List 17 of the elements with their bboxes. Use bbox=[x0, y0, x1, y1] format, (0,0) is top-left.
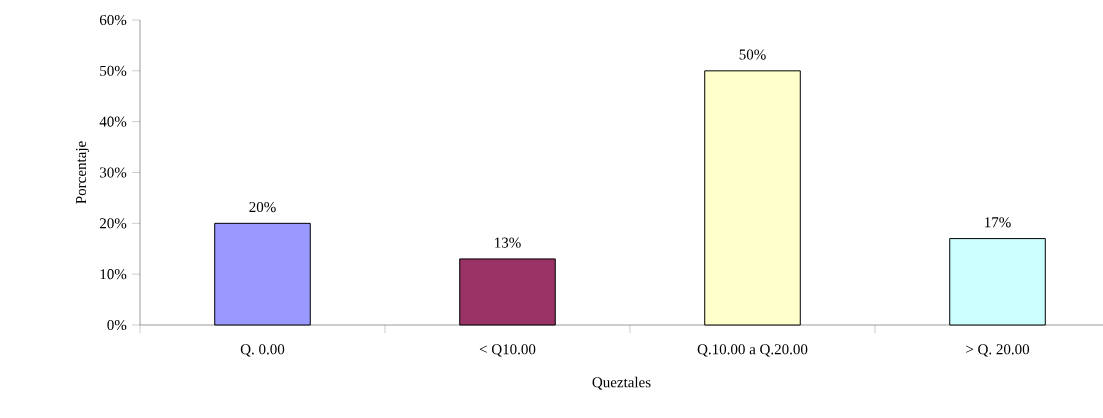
x-tick-label: > Q. 20.00 bbox=[966, 344, 1030, 357]
y-tick-label: 40% bbox=[99, 116, 127, 127]
y-tick-label: 30% bbox=[100, 167, 127, 178]
data-label: 50% bbox=[739, 49, 766, 60]
x-tick-label: Q. 0.00 bbox=[240, 344, 285, 357]
y-tick-label: 20% bbox=[99, 218, 127, 229]
data-label: 20% bbox=[249, 201, 276, 213]
y-axis-title: Porcentaje bbox=[75, 141, 90, 204]
x-tick-label: Q.10.00 a Q.20.00 bbox=[697, 344, 808, 357]
y-tick-label: 0% bbox=[107, 319, 127, 331]
y-tick-label: 50% bbox=[100, 65, 127, 76]
data-label: 13% bbox=[495, 237, 521, 248]
y-tick-label: 60% bbox=[99, 14, 127, 26]
y-tick-label: 10% bbox=[100, 269, 127, 280]
x-tick-label: < Q10.00 bbox=[479, 344, 536, 357]
data-label: 17% bbox=[985, 217, 1011, 228]
x-axis-title: Queztales bbox=[592, 376, 651, 390]
